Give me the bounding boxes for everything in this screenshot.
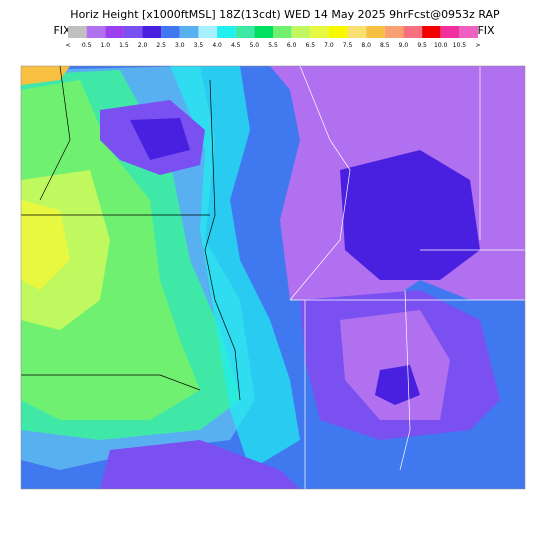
legend-label: 2.5 [156, 42, 166, 49]
title: Horiz Height [x1000ftMSL] 18Z(13cdt) WED… [70, 8, 500, 21]
legend: <0.5 1.0 1.5 2.0 2.5 3.0 3.5 4.0 4.5 5.0 5.5 6.0 6.5… [65, 26, 481, 49]
legend-label: 0.5 [82, 42, 92, 49]
legend-label: 4.5 [231, 42, 241, 49]
map-frame [20, 65, 526, 490]
legend-swatch [440, 26, 460, 38]
legend-swatch [347, 26, 367, 38]
legend-swatch [86, 26, 106, 38]
legend-label: 3.0 [175, 42, 185, 49]
legend-label: 1.0 [100, 42, 110, 49]
region [340, 310, 450, 420]
legend-label: 3.5 [194, 42, 204, 49]
region [340, 150, 480, 280]
legend-label: 5.5 [268, 42, 278, 49]
legend-label: 7.5 [343, 42, 353, 49]
legend-swatch [291, 26, 311, 38]
legend-swatch [123, 26, 143, 38]
region [21, 200, 70, 290]
legend-swatch [254, 26, 273, 38]
legend-swatch [310, 26, 329, 38]
legend-swatch [384, 26, 404, 38]
legend-swatch [198, 26, 218, 38]
legend-label: 6.5 [305, 42, 315, 49]
region [21, 66, 70, 85]
legend-label: 10.0 [434, 42, 448, 49]
map [20, 65, 526, 490]
fix-right: FIX [477, 24, 495, 37]
state-lines [289, 66, 525, 489]
legend-swatch [328, 26, 348, 38]
legend-swatch [403, 26, 423, 38]
fix-left: FIX [53, 24, 71, 37]
legend-swatch [366, 26, 385, 38]
region [100, 440, 300, 489]
region [130, 118, 190, 160]
legend-label: 1.5 [119, 42, 129, 49]
legend-swatch [235, 26, 255, 38]
legend-swatch [142, 26, 162, 38]
legend-label: 10.5 [453, 42, 467, 49]
legend-swatch [68, 26, 87, 38]
legend-label: 8.5 [380, 42, 390, 49]
legend-label: 6.0 [287, 42, 297, 49]
legend-label: 5.0 [250, 42, 260, 49]
borders [21, 66, 241, 401]
legend-swatch [459, 26, 478, 38]
legend-swatch [105, 26, 124, 38]
legend-swatch [422, 26, 441, 38]
legend-label: > [475, 42, 480, 49]
legend-label: 9.5 [417, 42, 427, 49]
legend-label: 4.0 [212, 42, 222, 49]
legend-swatch [161, 26, 180, 38]
legend-swatch [217, 26, 236, 38]
legend-label: 9.0 [399, 42, 409, 49]
region [21, 80, 200, 420]
region [170, 66, 300, 470]
legend-label: < [65, 42, 70, 49]
legend-label: 2.0 [138, 42, 148, 49]
legend-label: 7.0 [324, 42, 334, 49]
legend-label: 8.0 [361, 42, 371, 49]
legend-swatch [273, 26, 292, 38]
legend-swatch [179, 26, 199, 38]
